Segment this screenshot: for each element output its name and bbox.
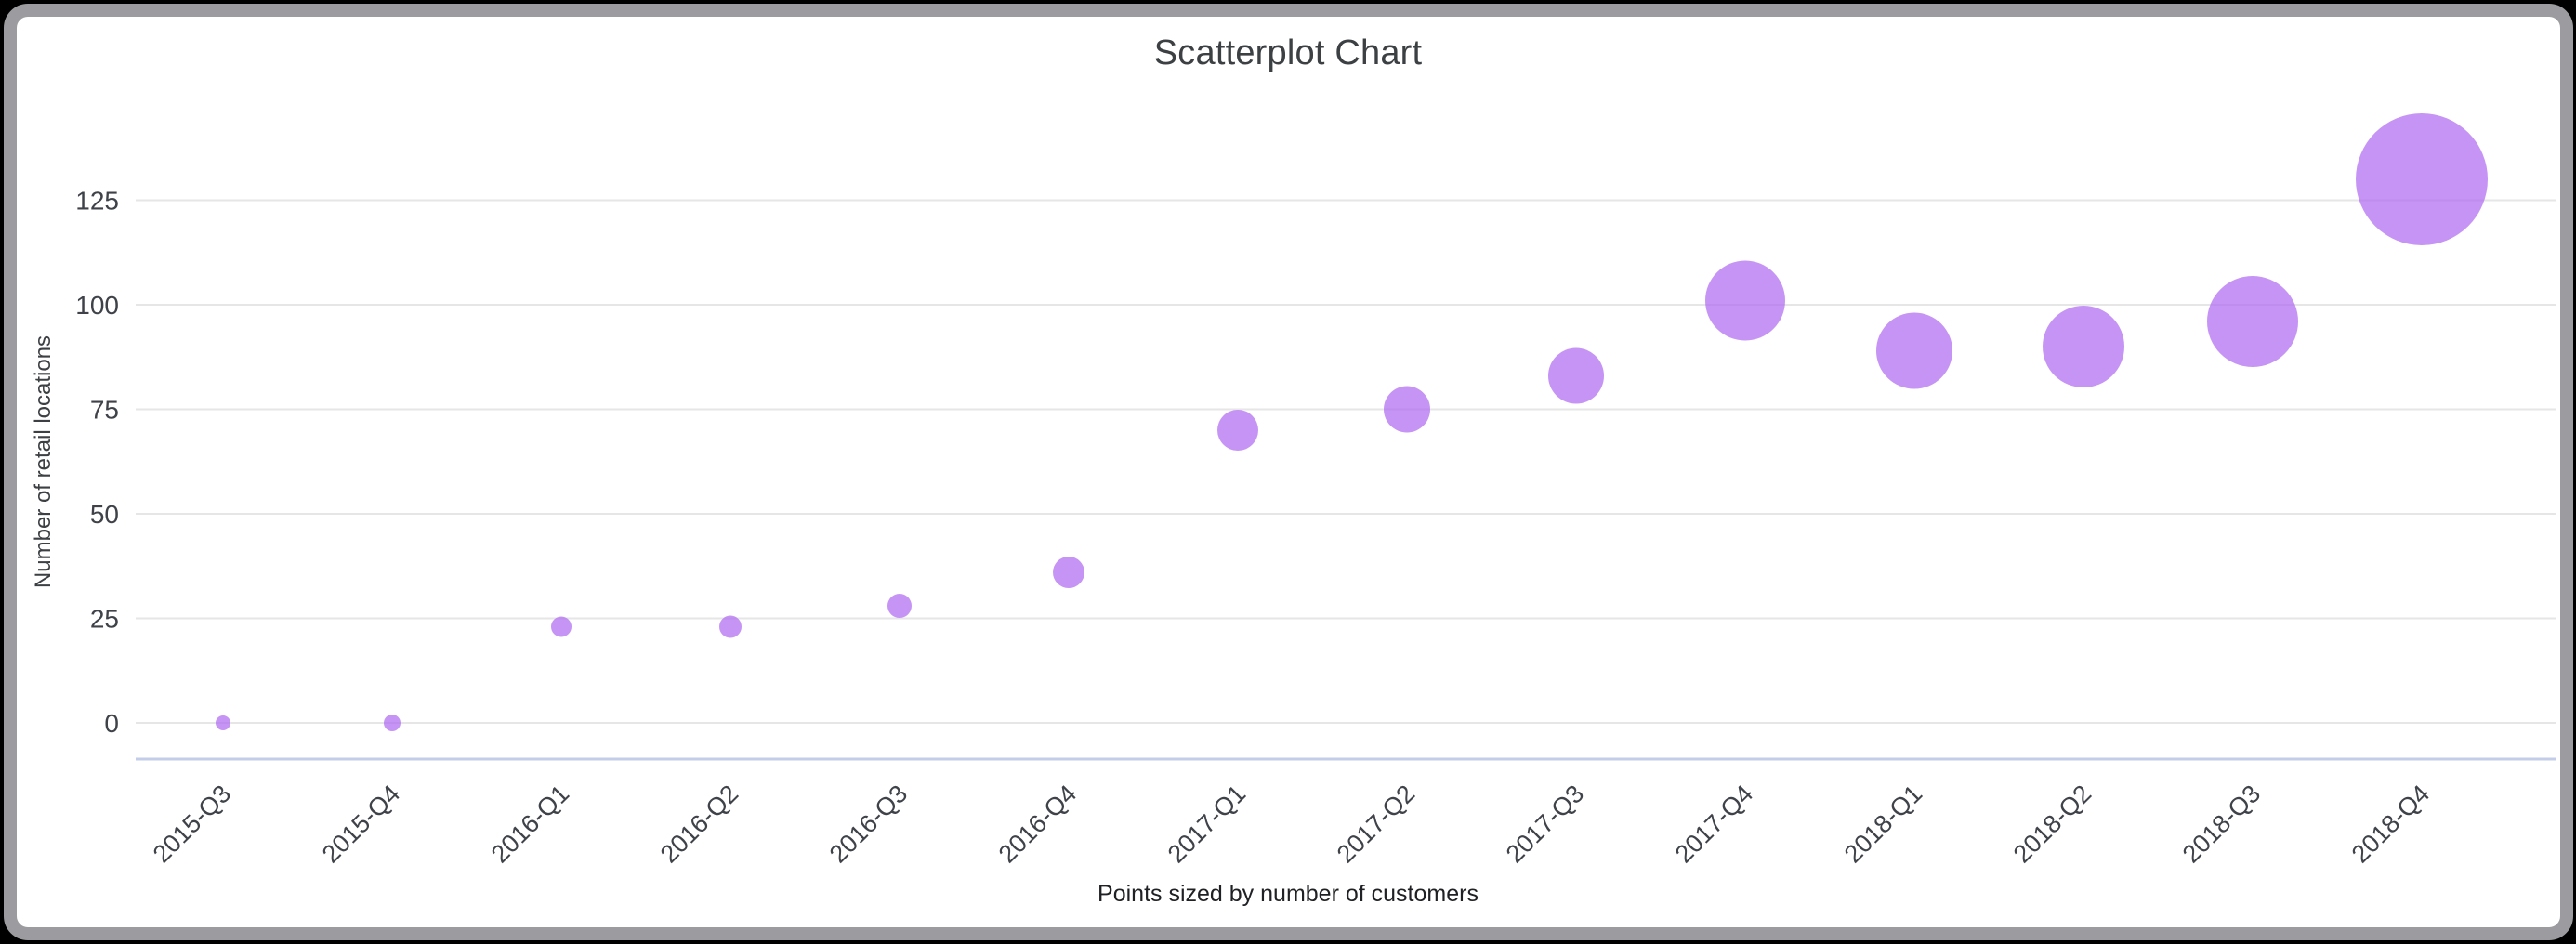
data-point-2017-Q4[interactable] [1705,260,1785,341]
x-tick-label-2018-Q1: 2018-Q1 [1839,780,1928,869]
x-tick-label-2016-Q3: 2016-Q3 [824,780,913,869]
data-point-2018-Q1[interactable] [1876,312,1952,389]
y-tick-label-75: 75 [90,396,119,425]
data-point-2016-Q1[interactable] [551,616,572,637]
chart-card-frame [4,4,2573,940]
x-tick-label-2018-Q4: 2018-Q4 [2346,780,2436,869]
data-point-2016-Q4[interactable] [1053,557,1084,588]
chart-title: Scatterplot Chart [1153,33,1423,72]
x-tick-labels-group: 2015-Q3 2015-Q4 2016-Q1 2016-Q2 2016-Q3 2016-… [148,780,2436,869]
y-tick-label-100: 100 [75,291,119,320]
gridlines-group [136,199,2556,724]
x-tick-label-2015-Q3: 2015-Q3 [148,780,237,869]
x-tick-label-2016-Q1: 2016-Q1 [486,780,575,869]
x-tick-label-2017-Q4: 2017-Q4 [1670,780,1759,869]
x-tick-label-2016-Q4: 2016-Q4 [993,780,1083,869]
x-tick-label-2017-Q1: 2017-Q1 [1163,780,1252,869]
data-point-2017-Q1[interactable] [1217,410,1258,451]
x-tick-label-2018-Q3: 2018-Q3 [2177,780,2267,869]
y-tick-labels-group: 0 25 50 75 100 125 [75,187,119,739]
data-point-2018-Q4[interactable] [2356,113,2488,245]
data-point-2016-Q2[interactable] [719,615,742,638]
data-point-2015-Q3[interactable] [216,715,230,730]
data-point-2017-Q3[interactable] [1548,347,1604,404]
y-tick-label-50: 50 [90,500,119,529]
x-tick-label-2017-Q3: 2017-Q3 [1501,780,1590,869]
data-point-2017-Q2[interactable] [1384,386,1430,433]
data-point-2018-Q2[interactable] [2043,306,2124,387]
x-tick-label-2016-Q2: 2016-Q2 [655,780,744,869]
chart-caption: Points sized by number of customers [1097,881,1479,907]
x-tick-label-2017-Q2: 2017-Q2 [1332,780,1421,869]
data-points-group [216,113,2488,731]
data-point-2016-Q3[interactable] [887,594,912,618]
data-point-2018-Q3[interactable] [2207,276,2298,367]
data-point-2015-Q4[interactable] [384,715,401,731]
y-axis-title: Number of retail locations [31,334,56,589]
y-tick-label-25: 25 [90,605,119,634]
y-tick-label-125: 125 [75,187,119,216]
x-tick-label-2015-Q4: 2015-Q4 [317,780,406,869]
x-tick-label-2018-Q2: 2018-Q2 [2008,780,2097,869]
y-tick-label-0: 0 [104,709,119,738]
